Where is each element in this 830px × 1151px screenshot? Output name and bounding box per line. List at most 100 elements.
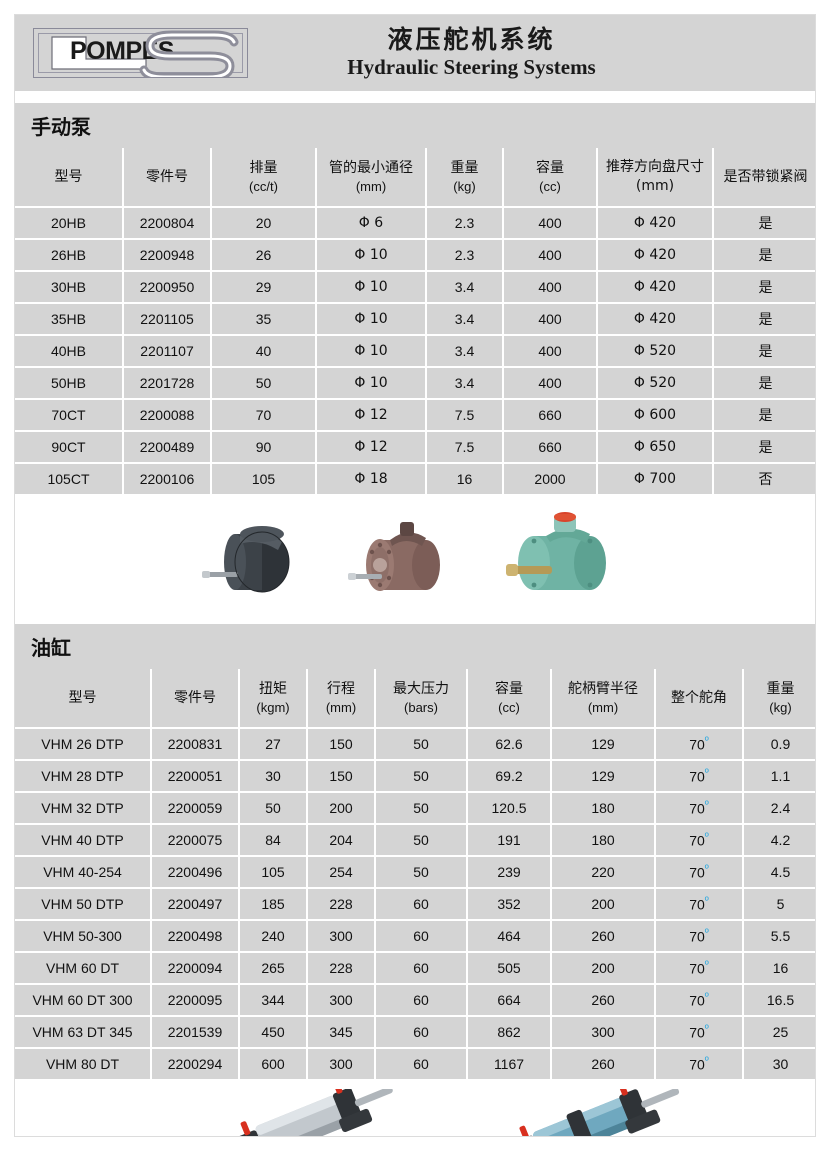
title-english: Hydraulic Steering Systems — [347, 55, 596, 80]
table-cell: 105 — [239, 856, 308, 889]
table-cell: VHM 80 DT — [15, 1048, 152, 1081]
table-cell: Φ 420 — [597, 239, 714, 272]
document-page: star star R — [14, 14, 816, 1137]
table-cell: 26HB — [15, 239, 124, 272]
table-row: VHM 40-254 2200496 105 254 50 239 220 70º 4.5 — [15, 856, 815, 889]
table-row: 26HB 2200948 26 Φ 10 2.3 400 Φ 420 是 — [15, 239, 815, 272]
table-cell: 2200106 — [123, 463, 212, 496]
table-cell: 35 — [211, 303, 317, 336]
table-cell: 220 — [551, 856, 656, 889]
table-cell-rudder-angle: 70º — [655, 728, 744, 761]
table-row: VHM 63 DT 345 2201539 450 345 60 862 300 70º 25 — [15, 1016, 815, 1049]
table-cell: 2200094 — [151, 952, 240, 985]
table-cell: 是 — [713, 399, 815, 432]
table-cell: Φ 420 — [597, 207, 714, 240]
table-row: VHM 60 DT 2200094 265 228 60 505 200 70º 16 — [15, 952, 815, 985]
table-cell: 300 — [551, 1016, 656, 1049]
table-cell: 2200059 — [151, 792, 240, 825]
table-cell: 7.5 — [426, 431, 504, 464]
col-header-capacity: 容量 (cc) — [503, 148, 598, 208]
table-cell: 50HB — [15, 367, 124, 400]
table-cell: VHM 60 DT 300 — [15, 984, 152, 1017]
table-cell: Φ 650 — [597, 431, 714, 464]
table-cell: 2200051 — [151, 760, 240, 793]
table-cell: 2200095 — [151, 984, 240, 1017]
table-row: 70CT 2200088 70 Φ 12 7.5 660 Φ 600 是 — [15, 399, 815, 432]
table-cell: 400 — [503, 367, 598, 400]
table-row: 30HB 2200950 29 Φ 10 3.4 400 Φ 420 是 — [15, 271, 815, 304]
col-header-tiller-arm-radius: 舵柄臂半径 (mm) — [551, 669, 656, 729]
table-cell: 是 — [713, 239, 815, 272]
table-cell: 60 — [375, 1016, 468, 1049]
degree-symbol: º — [704, 1055, 709, 1068]
table-cell: Φ 18 — [316, 463, 427, 496]
table-cell: VHM 40-254 — [15, 856, 152, 889]
table-cell-rudder-angle: 70º — [655, 1048, 744, 1081]
pompes-ls-logo: POMPES — [33, 28, 248, 78]
table-cell: VHM 50 DTP — [15, 888, 152, 921]
section-title-hand-pumps: 手动泵 — [15, 103, 815, 148]
table-cell: 60 — [375, 1048, 468, 1081]
degree-symbol: º — [704, 927, 709, 940]
table-cell: 2200496 — [151, 856, 240, 889]
table-cell: 505 — [467, 952, 552, 985]
table-cell: VHM 26 DTP — [15, 728, 152, 761]
table-cell: 450 — [239, 1016, 308, 1049]
table-cell: Φ 6 — [316, 207, 427, 240]
table-cell: 129 — [551, 728, 656, 761]
degree-symbol: º — [704, 959, 709, 972]
table-cell: 400 — [503, 335, 598, 368]
table-cell: 204 — [307, 824, 376, 857]
table-cell: 105 — [211, 463, 317, 496]
table-cell: 400 — [503, 207, 598, 240]
table-cell: 70CT — [15, 399, 124, 432]
table-cell: 3.4 — [426, 271, 504, 304]
table-cell: 2201105 — [123, 303, 212, 336]
table-cell: 60 — [375, 888, 468, 921]
table-cell: 是 — [713, 431, 815, 464]
table-cell: 2.3 — [426, 239, 504, 272]
table-cell: 7.5 — [426, 399, 504, 432]
table-cell: 3.4 — [426, 303, 504, 336]
table-cell: 90CT — [15, 431, 124, 464]
section-title-cylinders: 油缸 — [15, 624, 815, 669]
table-cell: 40HB — [15, 335, 124, 368]
table-cell: 239 — [467, 856, 552, 889]
hand-pump-green-image — [506, 512, 606, 590]
table-cell: 664 — [467, 984, 552, 1017]
table-cell: 200 — [551, 952, 656, 985]
table-cell: 50 — [375, 824, 468, 857]
table-cell: 是 — [713, 367, 815, 400]
table-cell: 3.4 — [426, 335, 504, 368]
table-cell: 50 — [239, 792, 308, 825]
table-cell: 90 — [211, 431, 317, 464]
table-cell: 2000 — [503, 463, 598, 496]
col-header-torque: 扭矩 (kgm) — [239, 669, 308, 729]
table-cell-rudder-angle: 70º — [655, 984, 744, 1017]
col-header-stroke: 行程 (mm) — [307, 669, 376, 729]
degree-symbol: º — [704, 1023, 709, 1036]
table-cell: 84 — [239, 824, 308, 857]
cylinder-spec-table: 型号 零件号 扭矩 (kgm) 行程 (mm) 最大压力 (bars) 容量 (… — [15, 669, 815, 1081]
table-cell: 30 — [743, 1048, 815, 1081]
table-cell: Φ 12 — [316, 431, 427, 464]
table-cell: VHM 32 DTP — [15, 792, 152, 825]
table-cell: 185 — [239, 888, 308, 921]
table-cell: Φ 10 — [316, 367, 427, 400]
col-header-max-pressure: 最大压力 (bars) — [375, 669, 468, 729]
table-cell: 62.6 — [467, 728, 552, 761]
col-header-displacement: 排量 (cc/t) — [211, 148, 317, 208]
table-row: 35HB 2201105 35 Φ 10 3.4 400 Φ 420 是 — [15, 303, 815, 336]
table-row: VHM 50-300 2200498 240 300 60 464 260 70º 5.5 — [15, 920, 815, 953]
table-cell: 5 — [743, 888, 815, 921]
table-cell: 300 — [307, 920, 376, 953]
table-cell: Φ 420 — [597, 303, 714, 336]
table-row: 20HB 2200804 20 Φ 6 2.3 400 Φ 420 是 — [15, 207, 815, 240]
table-cell: 228 — [307, 952, 376, 985]
table-cell: Φ 600 — [597, 399, 714, 432]
table-header-row: 型号 零件号 排量 (cc/t) 管的最小通径 (mm) 重量 (kg) 容量 … — [15, 148, 815, 208]
table-cell: 2201539 — [151, 1016, 240, 1049]
table-cell: 30 — [239, 760, 308, 793]
table-cell: 1167 — [467, 1048, 552, 1081]
table-cell: 是 — [713, 271, 815, 304]
